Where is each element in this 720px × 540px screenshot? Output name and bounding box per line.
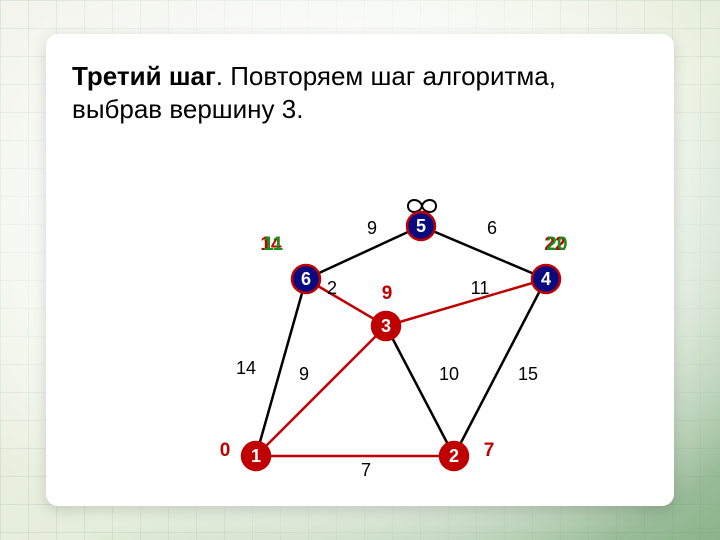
node-label: 3 [381,316,391,336]
distance-label: 9 [382,283,393,304]
node-label: 4 [541,269,551,289]
node-label: 1 [251,446,261,466]
slide-title: Третий шаг. Повторяем шаг алгоритма, выб… [72,60,648,125]
edge-weight: 7 [361,460,371,480]
distance-label: 11 [263,234,284,255]
node-label: 2 [449,446,459,466]
edge-weight: 2 [327,278,337,298]
edge [421,226,546,279]
node-label: 6 [301,269,311,289]
content-card: Третий шаг. Повторяем шаг алгоритма, выб… [46,34,674,506]
edge [386,279,546,326]
edge-weight: 10 [439,364,459,384]
edge-weight: 11 [471,278,490,298]
distance-label: 0 [220,440,231,461]
title-bold: Третий шаг [72,61,216,91]
edge-weight: 9 [367,218,377,238]
edge-weight: 9 [299,364,309,384]
distance-label: 20 [546,234,567,255]
distance-label: 7 [484,440,495,461]
edge-weight: 14 [236,358,256,378]
edge [306,226,421,279]
edge [386,326,454,456]
graph-diagram: 791410152119607914112220123456 [176,184,596,484]
edge-weight: 6 [487,218,497,238]
edge-weight: 15 [518,364,538,384]
node-label: 5 [416,216,426,236]
infinity-icon [408,200,436,212]
